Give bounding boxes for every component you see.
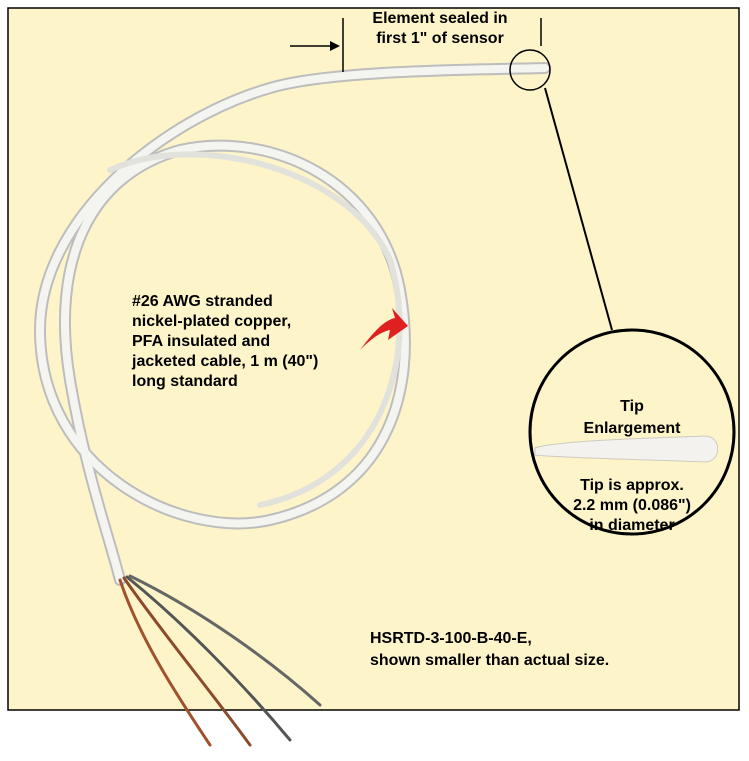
enlargement-circle	[528, 328, 736, 536]
leader-line	[544, 87, 613, 331]
tip-title: Enlargement	[584, 420, 682, 437]
cable-label: PFA insulated and	[132, 333, 270, 350]
tip-size-label: in diameter	[589, 517, 674, 534]
tip-size-label: 2.2 mm (0.086")	[573, 497, 691, 514]
tip-circle	[509, 49, 551, 91]
cable-label: jacketed cable, 1 m (40")	[131, 353, 318, 370]
cable	[33, 62, 551, 747]
cable-label: nickel-plated copper,	[132, 313, 291, 330]
model-label: HSRTD-3-100-B-40-E,	[370, 630, 532, 647]
red-arrow	[360, 308, 408, 350]
tip-size-label: Tip is approx.	[580, 477, 684, 494]
cable-label: #26 AWG stranded	[132, 293, 273, 310]
callout-label: Element sealed in	[372, 10, 507, 27]
tip-title: Tip	[620, 398, 644, 415]
callout-label: first 1" of sensor	[376, 30, 504, 47]
dimension-markers	[290, 18, 542, 72]
arrowhead	[330, 41, 340, 51]
cable-label: long standard	[132, 373, 238, 390]
model-label: shown smaller than actual size.	[370, 652, 609, 669]
tip-enlarged	[534, 435, 719, 463]
